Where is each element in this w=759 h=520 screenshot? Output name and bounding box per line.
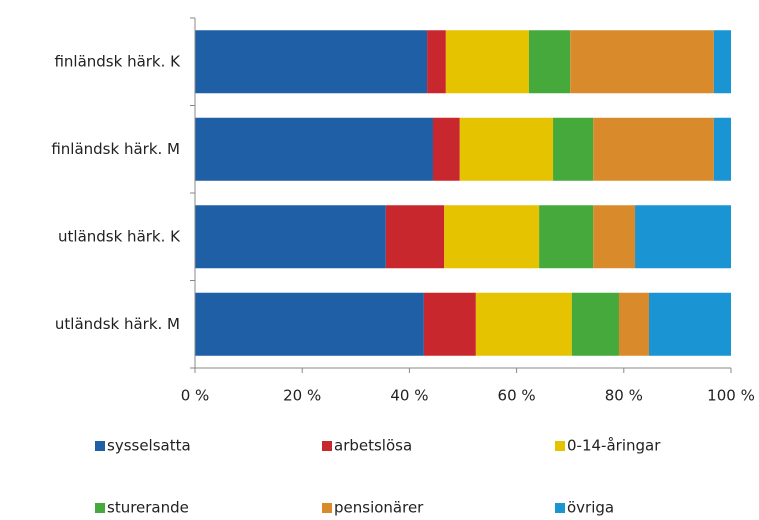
legend-swatch bbox=[95, 503, 105, 513]
bar-segment bbox=[427, 30, 446, 94]
bar-segment bbox=[648, 292, 731, 356]
legend-swatch bbox=[555, 503, 565, 513]
bar-segment bbox=[528, 30, 571, 94]
bar-segment bbox=[618, 292, 649, 356]
bar-segment bbox=[195, 205, 386, 269]
legend-label: arbetslösa bbox=[334, 437, 412, 455]
bar-segment bbox=[553, 117, 594, 181]
bar-segment bbox=[445, 30, 529, 94]
y-tick-label: finländsk härk. M bbox=[51, 140, 180, 158]
x-tick-label: 0 % bbox=[181, 387, 210, 405]
bar-segment bbox=[539, 205, 594, 269]
bar-segment bbox=[444, 205, 540, 269]
legend-swatch bbox=[322, 503, 332, 513]
y-tick-label: utländsk härk. M bbox=[55, 315, 180, 333]
x-tick-label: 60 % bbox=[498, 387, 536, 405]
bar-segment bbox=[459, 117, 554, 181]
y-tick-label: finländsk härk. K bbox=[54, 52, 181, 70]
x-tick-label: 40 % bbox=[390, 387, 428, 405]
bar-segment bbox=[195, 117, 433, 181]
legend-swatch bbox=[322, 441, 332, 451]
bar-segment bbox=[713, 117, 731, 181]
x-tick-label: 100 % bbox=[707, 387, 755, 405]
bar-segment bbox=[195, 30, 428, 94]
bar-segment bbox=[713, 30, 731, 94]
bar-segment bbox=[593, 117, 714, 181]
bar-segment bbox=[570, 30, 714, 94]
bar-segment bbox=[195, 292, 424, 356]
legend-label: pensionärer bbox=[334, 499, 424, 517]
legend-swatch bbox=[95, 441, 105, 451]
legend-label: sysselsatta bbox=[107, 437, 191, 455]
bar-segment bbox=[423, 292, 476, 356]
legend-swatch bbox=[555, 441, 565, 451]
bar-segment bbox=[432, 117, 460, 181]
x-tick-label: 80 % bbox=[605, 387, 643, 405]
bar-segment bbox=[635, 205, 731, 269]
bar-segment bbox=[593, 205, 636, 269]
legend-label: sturerande bbox=[107, 499, 189, 517]
bar-segment bbox=[475, 292, 572, 356]
legend-label: övriga bbox=[567, 499, 614, 517]
x-tick-label: 20 % bbox=[283, 387, 321, 405]
bar-segment bbox=[385, 205, 445, 269]
bar-segment bbox=[571, 292, 619, 356]
y-tick-label: utländsk härk. K bbox=[58, 227, 181, 245]
legend-label: 0-14-åringar bbox=[567, 437, 661, 455]
